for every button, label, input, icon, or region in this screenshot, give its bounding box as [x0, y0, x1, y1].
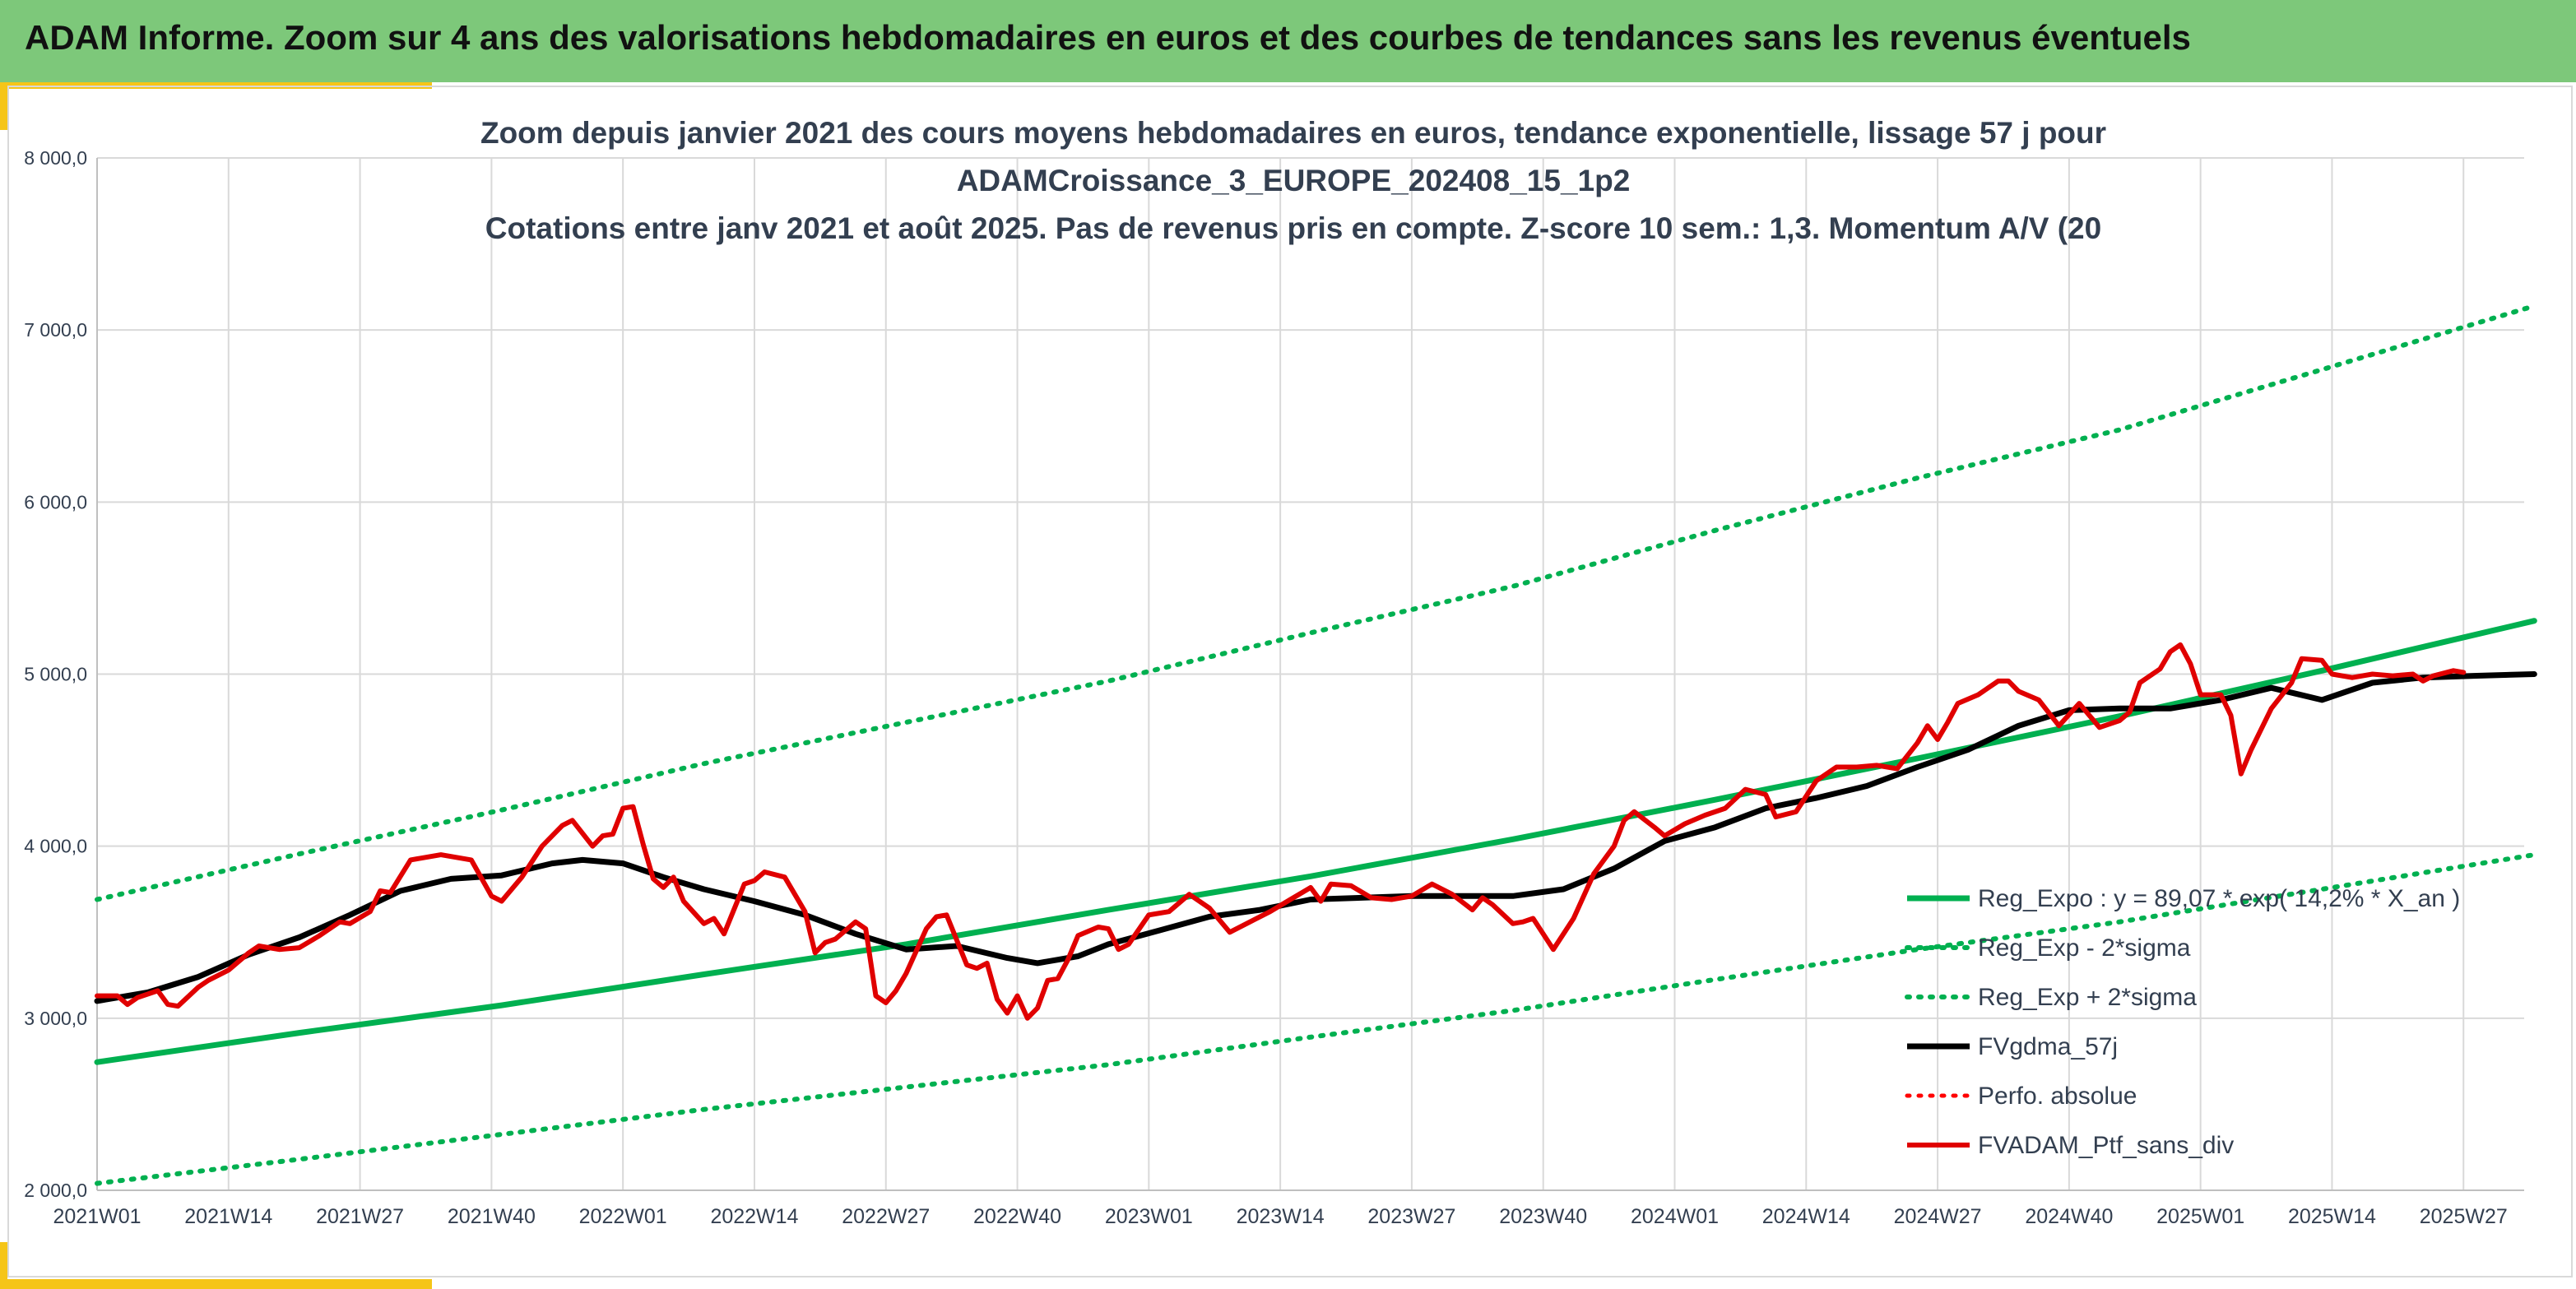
y-tick-label: 8 000,0 — [24, 147, 87, 169]
chart-title-line: Cotations entre janv 2021 et août 2025. … — [485, 211, 2101, 245]
legend-label-reg: Reg_Expo : y = 89,07 * exp( 14,2% * X_an… — [1978, 885, 2460, 912]
x-tick-label: 2022W01 — [579, 1205, 667, 1228]
x-tick-label: 2024W27 — [1894, 1205, 1982, 1228]
x-tick-label: 2022W40 — [973, 1205, 1061, 1228]
x-tick-label: 2021W40 — [448, 1205, 536, 1228]
x-axis-tick-labels: 2021W01 2021W14 2021W27 2021W40 2022W01 2022W… — [53, 1205, 2507, 1228]
x-tick-label: 2023W14 — [1237, 1205, 1325, 1228]
x-tick-label: 2024W14 — [1762, 1205, 1850, 1228]
series-line-lower — [95, 852, 2537, 1186]
header-banner: ADAM Informe. Zoom sur 4 ans des valoris… — [0, 0, 2576, 82]
accent-bar-left — [0, 82, 7, 130]
y-tick-label: 7 000,0 — [24, 319, 87, 341]
x-tick-label: 2025W01 — [2156, 1205, 2244, 1228]
chart-frame — [7, 86, 2573, 1277]
accent-bar-left-bottom — [0, 1242, 7, 1289]
legend-label-fv: FVgdma_57j — [1978, 1033, 2118, 1060]
y-tick-label: 3 000,0 — [24, 1008, 87, 1029]
y-tick-label: 4 000,0 — [24, 836, 87, 857]
x-tick-label: 2022W27 — [842, 1205, 930, 1228]
y-axis-tick-labels: 2 000,0 3 000,0 4 000,0 5 000,0 6 000,0 7 000… — [24, 147, 87, 1201]
series-line-ptf — [95, 642, 2467, 1021]
chart-title: Zoom depuis janvier 2021 des cours moyen… — [480, 116, 2106, 245]
x-tick-label: 2025W27 — [2420, 1205, 2508, 1228]
legend-label-upper: Reg_Exp + 2*sigma — [1978, 984, 2197, 1011]
accent-bar-bottom — [0, 1279, 432, 1289]
legend-label-ptf: FVADAM_Ptf_sans_div — [1978, 1132, 2234, 1159]
x-tick-label: 2021W27 — [316, 1205, 404, 1228]
x-tick-label: 2021W01 — [53, 1205, 141, 1228]
series-line-reg — [94, 618, 2537, 1065]
legend-label-perf: Perfo. absolue — [1978, 1083, 2137, 1110]
banner-title: ADAM Informe. Zoom sur 4 ans des valoris… — [25, 18, 2191, 57]
chart-title-line: Zoom depuis janvier 2021 des cours moyen… — [480, 116, 2106, 150]
series-line-fv — [94, 671, 2537, 1004]
legend-label-lower: Reg_Exp - 2*sigma — [1978, 934, 2191, 962]
x-tick-label: 2021W14 — [184, 1205, 272, 1228]
x-tick-label: 2023W01 — [1105, 1205, 1193, 1228]
y-tick-label: 2 000,0 — [24, 1180, 87, 1201]
axes — [96, 158, 2524, 1191]
x-tick-label: 2022W14 — [710, 1205, 798, 1228]
x-tick-label: 2024W40 — [2025, 1205, 2113, 1228]
x-tick-label: 2023W40 — [1499, 1205, 1587, 1228]
x-tick-label: 2023W27 — [1367, 1205, 1455, 1228]
y-tick-label: 5 000,0 — [24, 664, 87, 685]
series-lines — [94, 303, 2537, 1186]
x-tick-label: 2025W14 — [2288, 1205, 2376, 1228]
series-line-upper — [95, 303, 2537, 902]
y-tick-label: 6 000,0 — [24, 491, 87, 512]
legend: Reg_Expo : y = 89,07 * exp( 14,2% * X_an… — [1905, 885, 2460, 1159]
x-tick-label: 2024W01 — [1631, 1205, 1719, 1228]
chart-title-line: ADAMCroissance_3_EUROPE_202408_15_1p2 — [957, 164, 1631, 197]
